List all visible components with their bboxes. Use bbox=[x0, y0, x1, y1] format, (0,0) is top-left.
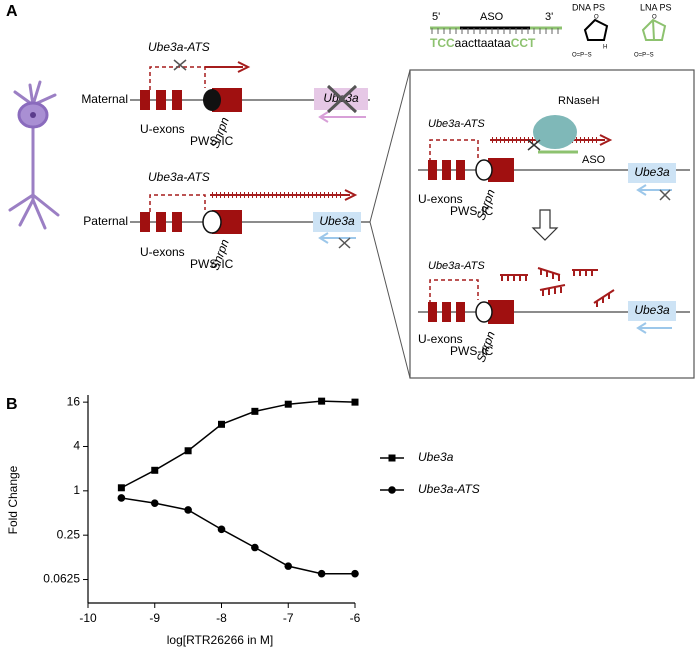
y-tick-label: 16 bbox=[67, 394, 81, 408]
y-axis-label: Fold Change bbox=[6, 465, 20, 534]
inset-frame bbox=[409, 69, 695, 379]
row-label: Maternal bbox=[81, 92, 128, 106]
marker bbox=[317, 569, 326, 578]
marker bbox=[284, 562, 293, 570]
transcript-label: Ube3a-ATS bbox=[148, 170, 210, 184]
seq-mid: aacttaataa bbox=[455, 36, 511, 50]
transcript-label: Ube3a-ATS bbox=[428, 118, 485, 130]
aso-label: ASO bbox=[582, 154, 606, 166]
dna-p: O=P−S bbox=[572, 53, 592, 59]
marker bbox=[218, 420, 225, 428]
x-tick-label: -9 bbox=[149, 611, 160, 625]
marker bbox=[184, 506, 192, 514]
x-axis-label: log[RTR26266 in M] bbox=[167, 633, 274, 647]
marker bbox=[117, 494, 126, 502]
marker bbox=[151, 466, 159, 474]
u-exons: U-exons bbox=[418, 192, 463, 206]
y-tick-label: 0.25 bbox=[57, 527, 81, 541]
x-tick-label: -10 bbox=[79, 611, 97, 625]
y-tick-label: 4 bbox=[73, 439, 80, 453]
marker bbox=[217, 525, 226, 534]
transcript-label: Ube3a-ATS bbox=[428, 260, 485, 272]
paternal-allele: Ube3a-ATS Paternal Ube3a U-exons PWS-IC … bbox=[83, 170, 370, 272]
legend-marker bbox=[388, 454, 396, 462]
pws-ic: PWS-IC bbox=[450, 204, 494, 218]
lna-ps: LNA PS bbox=[640, 2, 672, 12]
panel-label: A bbox=[6, 3, 18, 20]
enzyme: RNaseH bbox=[558, 95, 600, 107]
inset-bottom: Ube3a-ATS Ube3a U-exons PWS-IC Snrpn bbox=[418, 260, 690, 364]
gene-label: Ube3a bbox=[634, 165, 670, 179]
seq-right: CCT bbox=[511, 36, 536, 50]
marker bbox=[251, 407, 259, 415]
u-exons: U-exons bbox=[140, 122, 185, 136]
down-arrow bbox=[531, 209, 559, 241]
inset-top: Ube3a-ATS RNaseH ASO Ube3a U-exons PWS-I… bbox=[418, 95, 690, 222]
marker bbox=[184, 447, 192, 455]
snrpn: Snrpn bbox=[474, 329, 498, 364]
lna-o: O bbox=[652, 15, 657, 21]
legend-label: Ube3a bbox=[418, 450, 454, 464]
gene-label: Ube3a bbox=[319, 214, 355, 228]
u-exons: U-exons bbox=[418, 332, 463, 346]
neuron bbox=[8, 80, 60, 230]
dna-h: H bbox=[603, 45, 607, 51]
series-line bbox=[121, 497, 355, 575]
marker bbox=[117, 484, 125, 492]
y-tick-label: 0.0625 bbox=[43, 572, 80, 586]
panel-label: B bbox=[6, 396, 18, 413]
maternal-allele: Ube3a-ATS Maternal Ube3a U-exons PWS-IC … bbox=[81, 40, 370, 150]
legend-marker bbox=[388, 486, 396, 494]
row-label: Paternal bbox=[83, 214, 128, 228]
series-line bbox=[121, 400, 356, 489]
dna-o: O bbox=[594, 15, 599, 21]
marker bbox=[150, 499, 159, 507]
marker bbox=[284, 400, 292, 408]
u-exons: U-exons bbox=[140, 245, 185, 259]
marker bbox=[351, 398, 359, 406]
pws-ic: PWS-IC bbox=[190, 134, 234, 148]
seq-left: TCC bbox=[430, 36, 455, 50]
x-tick-label: -7 bbox=[283, 611, 294, 625]
gene-label: Ube3a bbox=[634, 303, 670, 317]
aso-name: ASO bbox=[480, 11, 504, 23]
marker bbox=[318, 397, 326, 405]
legend-label: Ube3a-ATS bbox=[418, 482, 480, 496]
x-tick-label: -6 bbox=[350, 611, 361, 625]
aso-3: 3' bbox=[545, 11, 553, 23]
marker bbox=[351, 569, 359, 578]
pws-ic: PWS-IC bbox=[190, 257, 234, 271]
pws-ic: PWS-IC bbox=[450, 344, 494, 358]
marker bbox=[251, 543, 259, 552]
lna-p: O=P−S bbox=[634, 53, 654, 59]
dna-ps: DNA PS bbox=[572, 2, 605, 12]
aso-schematic: 5' ASO 3' TCCaacttaataaCCT DNA PS O H O=… bbox=[430, 2, 672, 59]
transcript-label: Ube3a-ATS bbox=[148, 40, 210, 54]
aso-5: 5' bbox=[432, 11, 440, 23]
snrpn: Snrpn bbox=[474, 187, 498, 222]
y-tick-label: 1 bbox=[73, 483, 80, 497]
x-tick-label: -8 bbox=[216, 611, 227, 625]
aso-seq: TCCaacttaataaCCT bbox=[430, 36, 536, 50]
